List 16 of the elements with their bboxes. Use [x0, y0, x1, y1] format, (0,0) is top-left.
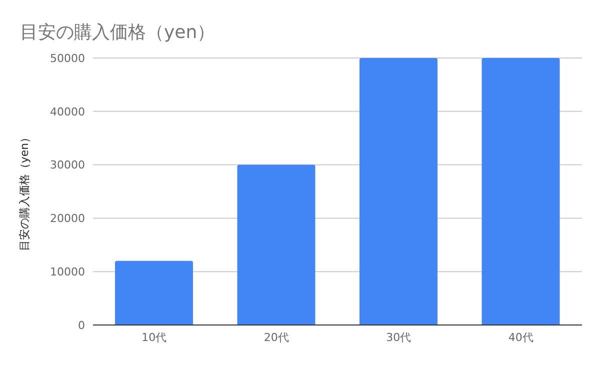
bar [115, 260, 194, 325]
y-tick-label: 30000 [50, 158, 85, 172]
y-axis-title: 目安の購入価格（yen） [18, 132, 31, 252]
x-tick-label: 40代 [508, 330, 534, 344]
bar [237, 164, 316, 325]
chart-title: 目安の購入価格（yen） [20, 21, 216, 44]
y-tick-label: 20000 [50, 212, 85, 226]
x-tick-label: 30代 [386, 330, 412, 344]
y-tick-label: 40000 [50, 105, 85, 118]
x-tick-label: 10代 [142, 330, 167, 344]
bar [360, 58, 438, 325]
y-tick-label: 50000 [50, 52, 85, 65]
y-tick-label: 0 [78, 318, 85, 332]
y-tick-label: 10000 [50, 266, 85, 279]
x-tick-label: 20代 [264, 330, 289, 344]
bar [482, 58, 560, 325]
